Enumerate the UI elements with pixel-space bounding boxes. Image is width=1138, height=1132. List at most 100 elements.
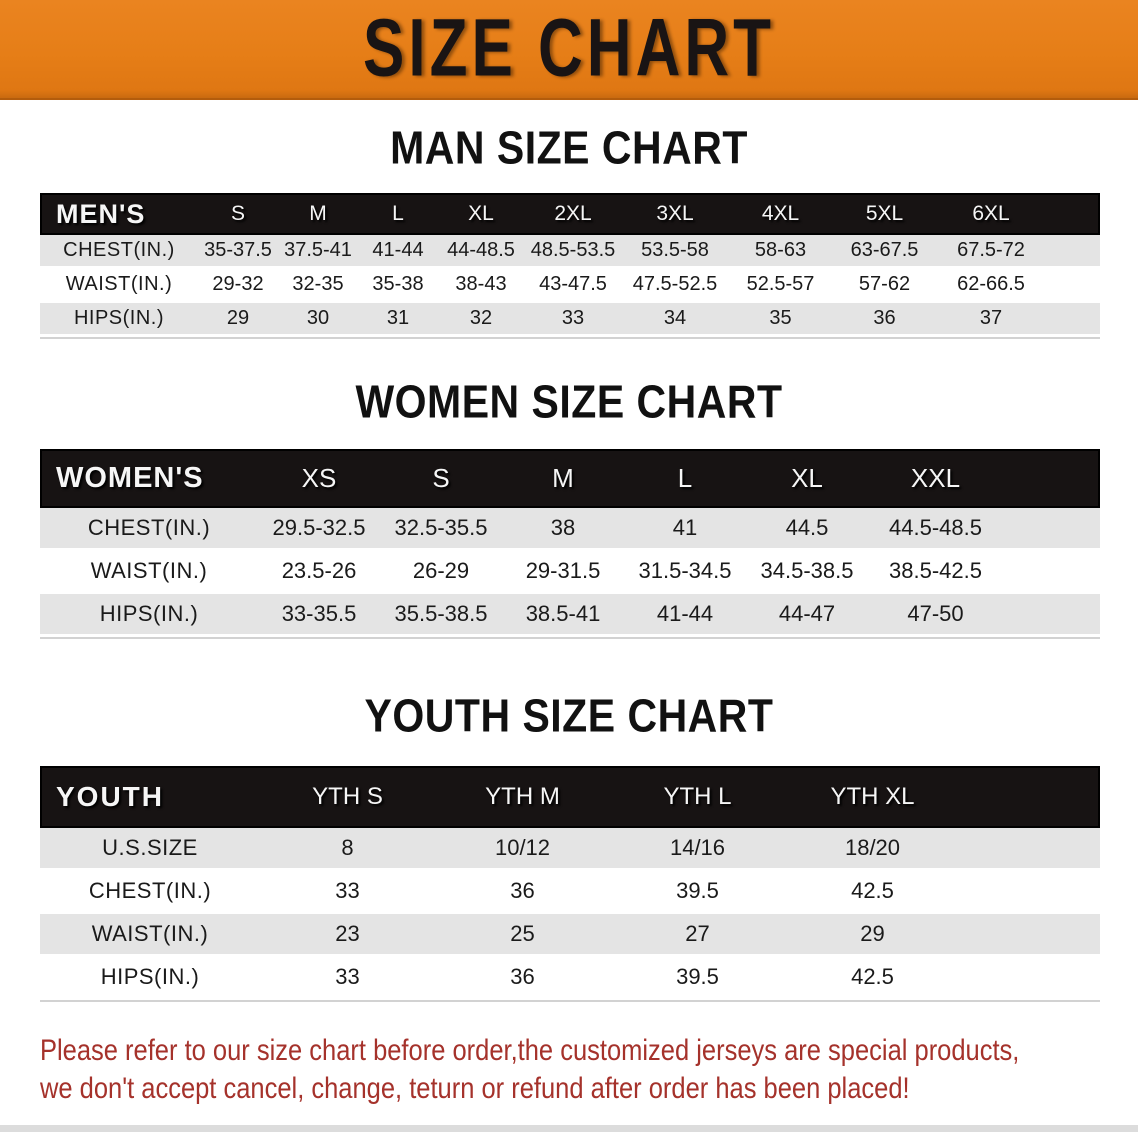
table-row: U.S.SIZE 8 10/12 14/16 18/20 (40, 828, 1100, 871)
youth-size-table: YOUTH YTH S YTH M YTH L YTH XL U.S.SIZE … (40, 766, 1100, 1002)
size-value-cell: 53.5-58 (622, 235, 728, 269)
size-value-cell: 47-50 (868, 594, 1003, 637)
size-value-cell: 29-31.5 (502, 551, 624, 594)
size-value-cell: 23.5-26 (258, 551, 380, 594)
size-value-cell: 41 (624, 508, 746, 551)
column-header: XXL (868, 449, 1003, 508)
spacer-cell (1046, 303, 1100, 337)
column-header: L (358, 193, 438, 235)
column-header: L (624, 449, 746, 508)
spacer-cell (1046, 235, 1100, 269)
row-label: WAIST(IN.) (40, 914, 260, 957)
size-value-cell: 32-35 (278, 269, 358, 303)
table-row: HIPS(IN.) 29 30 31 32 33 34 35 36 37 (40, 303, 1100, 337)
column-header: XS (258, 449, 380, 508)
women-table-header-label: WOMEN'S (40, 449, 258, 508)
size-value-cell: 57-62 (833, 269, 936, 303)
size-value-cell: 33-35.5 (258, 594, 380, 637)
size-value-cell: 41-44 (358, 235, 438, 269)
table-row: WAIST(IN.) 23 25 27 29 (40, 914, 1100, 957)
men-size-table: MEN'S S M L XL 2XL 3XL 4XL 5XL 6XL CHEST… (40, 193, 1100, 339)
column-header: XL (746, 449, 868, 508)
size-value-cell: 47.5-52.5 (622, 269, 728, 303)
women-table-header-row: WOMEN'S XS S M L XL XXL (40, 449, 1100, 508)
size-value-cell: 32 (438, 303, 524, 337)
size-value-cell: 36 (833, 303, 936, 337)
spacer-cell (1003, 449, 1100, 508)
size-value-cell: 33 (524, 303, 622, 337)
size-value-cell: 63-67.5 (833, 235, 936, 269)
youth-table-header-label: YOUTH (40, 766, 260, 828)
row-label: CHEST(IN.) (40, 508, 258, 551)
size-value-cell: 42.5 (785, 871, 960, 914)
men-table-header-label: MEN'S (40, 193, 198, 235)
column-header: S (380, 449, 502, 508)
size-value-cell: 44-47 (746, 594, 868, 637)
size-value-cell: 34 (622, 303, 728, 337)
column-header: S (198, 193, 278, 235)
size-value-cell: 44.5 (746, 508, 868, 551)
spacer-cell (960, 766, 1100, 828)
size-value-cell: 67.5-72 (936, 235, 1046, 269)
spacer-cell (960, 957, 1100, 1000)
size-value-cell: 62-66.5 (936, 269, 1046, 303)
column-header: YTH XL (785, 766, 960, 828)
column-header: YTH M (435, 766, 610, 828)
size-value-cell: 34.5-38.5 (746, 551, 868, 594)
size-value-cell: 48.5-53.5 (524, 235, 622, 269)
spacer-cell (1003, 594, 1100, 637)
spacer-cell (960, 871, 1100, 914)
column-header: M (278, 193, 358, 235)
size-value-cell: 38.5-41 (502, 594, 624, 637)
men-section: MAN SIZE CHART MEN'S S M L XL 2XL 3XL 4X… (0, 122, 1138, 339)
women-size-table: WOMEN'S XS S M L XL XXL CHEST(IN.) 29.5-… (40, 449, 1100, 639)
size-value-cell: 37.5-41 (278, 235, 358, 269)
row-label: WAIST(IN.) (40, 551, 258, 594)
table-row: CHEST(IN.) 33 36 39.5 42.5 (40, 871, 1100, 914)
size-value-cell: 29 (198, 303, 278, 337)
size-value-cell: 38 (502, 508, 624, 551)
size-value-cell: 18/20 (785, 828, 960, 871)
column-header: 6XL (936, 193, 1046, 235)
youth-table-header-row: YOUTH YTH S YTH M YTH L YTH XL (40, 766, 1100, 828)
size-value-cell: 10/12 (435, 828, 610, 871)
table-row: WAIST(IN.) 23.5-26 26-29 29-31.5 31.5-34… (40, 551, 1100, 594)
column-header: 2XL (524, 193, 622, 235)
size-value-cell: 39.5 (610, 871, 785, 914)
size-value-cell: 37 (936, 303, 1046, 337)
column-header: M (502, 449, 624, 508)
bottom-edge-strip (0, 1125, 1138, 1132)
disclaimer: Please refer to our size chart before or… (40, 1032, 1138, 1108)
row-label: HIPS(IN.) (40, 594, 258, 637)
size-value-cell: 30 (278, 303, 358, 337)
column-header: YTH L (610, 766, 785, 828)
column-header: 3XL (622, 193, 728, 235)
column-header: YTH S (260, 766, 435, 828)
size-value-cell: 35.5-38.5 (380, 594, 502, 637)
women-section-heading: WOMEN SIZE CHART (355, 376, 783, 428)
size-value-cell: 35-38 (358, 269, 438, 303)
size-value-cell: 35-37.5 (198, 235, 278, 269)
table-row: WAIST(IN.) 29-32 32-35 35-38 38-43 43-47… (40, 269, 1100, 303)
spacer-cell (1003, 508, 1100, 551)
size-value-cell: 52.5-57 (728, 269, 833, 303)
size-value-cell: 44-48.5 (438, 235, 524, 269)
size-value-cell: 38.5-42.5 (868, 551, 1003, 594)
size-value-cell: 58-63 (728, 235, 833, 269)
size-value-cell: 25 (435, 914, 610, 957)
size-value-cell: 43-47.5 (524, 269, 622, 303)
spacer-cell (960, 828, 1100, 871)
size-value-cell: 36 (435, 871, 610, 914)
page-title: SIZE CHART (363, 2, 775, 94)
table-row: HIPS(IN.) 33-35.5 35.5-38.5 38.5-41 41-4… (40, 594, 1100, 637)
size-value-cell: 44.5-48.5 (868, 508, 1003, 551)
disclaimer-line-2: we don't accept cancel, change, teturn o… (40, 1072, 910, 1105)
size-value-cell: 33 (260, 957, 435, 1000)
men-section-heading: MAN SIZE CHART (390, 122, 748, 174)
table-row: HIPS(IN.) 33 36 39.5 42.5 (40, 957, 1100, 1000)
column-header: 5XL (833, 193, 936, 235)
size-value-cell: 42.5 (785, 957, 960, 1000)
size-value-cell: 14/16 (610, 828, 785, 871)
table-row: CHEST(IN.) 29.5-32.5 32.5-35.5 38 41 44.… (40, 508, 1100, 551)
spacer-cell (1046, 193, 1100, 235)
